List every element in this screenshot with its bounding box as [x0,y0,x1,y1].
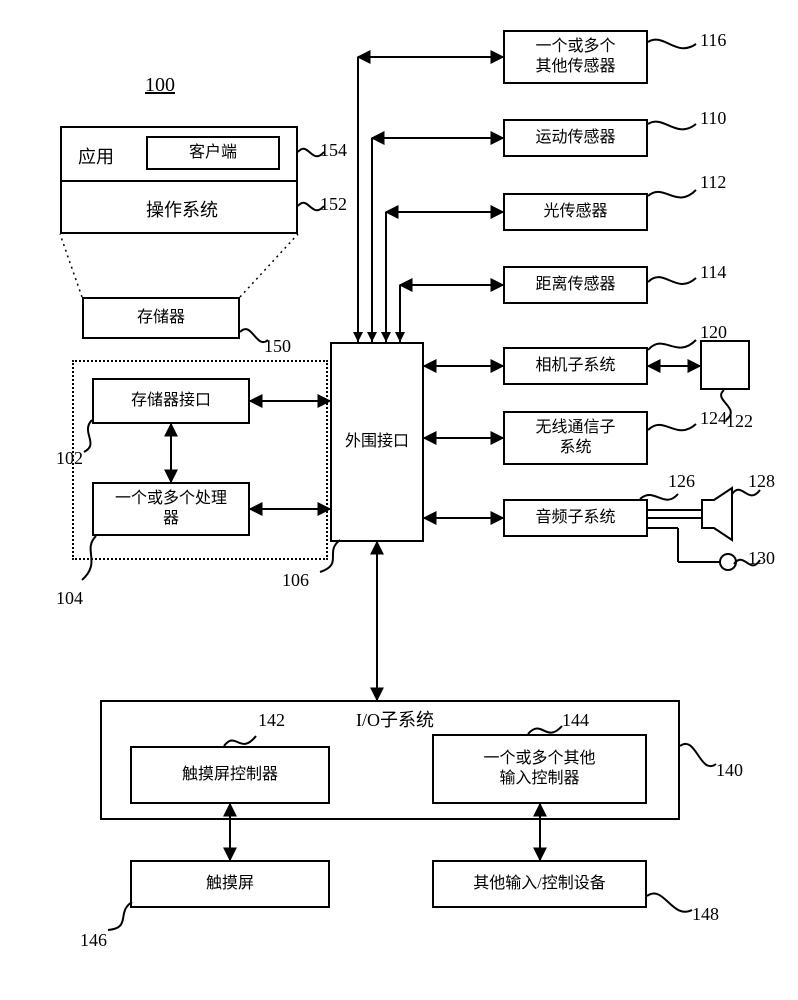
motion-sensor-box: 运动传感器 [503,119,648,157]
camera-sub-label: 相机子系统 [535,356,615,376]
motion-sensor-label: 运动传感器 [535,128,615,148]
wireless-sub-box: 无线通信子 系统 [503,411,648,465]
ref-106: 106 [282,570,309,591]
ref-124: 124 [700,408,727,429]
processors-label: 一个或多个处理 器 [115,489,227,529]
camera-ext-box [700,340,750,390]
other-input-dev-box: 其他输入/控制设备 [432,860,647,908]
other-sensors-box: 一个或多个 其他传感器 [503,30,648,84]
memory-label: 存储器 [137,308,185,328]
io-sub-title: I/O子系统 [356,706,434,732]
light-sensor-box: 光传感器 [503,193,648,231]
ref-102: 102 [56,448,83,469]
processors-box: 一个或多个处理 器 [92,482,250,536]
light-sensor-label: 光传感器 [543,202,607,222]
touchscreen-box: 触摸屏 [130,860,330,908]
app-label: 应用 [78,143,114,169]
other-input-dev-label: 其他输入/控制设备 [473,874,605,894]
ref-140: 140 [716,760,743,781]
ref-146: 146 [80,930,107,951]
ref-122: 122 [726,411,753,432]
other-input-ctrl-box: 一个或多个其他 输入控制器 [432,734,647,804]
ref-112: 112 [700,172,726,193]
ref-154: 154 [320,140,347,161]
touchscreen-label: 触摸屏 [206,874,254,894]
peripheral-iface-box: 外围接口 [330,342,424,542]
ref-128: 128 [748,471,775,492]
other-input-ctrl-label: 一个或多个其他 输入控制器 [483,749,595,789]
ref-150: 150 [264,336,291,357]
ref-144: 144 [562,710,589,731]
ref-152: 152 [320,194,347,215]
touch-ctrl-label: 触摸屏控制器 [182,765,278,785]
ref-130: 130 [748,548,775,569]
memory-iface-label: 存储器接口 [131,391,211,411]
audio-sub-box: 音频子系统 [503,499,648,537]
ref-110: 110 [700,108,726,129]
other-sensors-label: 一个或多个 其他传感器 [535,37,615,77]
memory-iface-box: 存储器接口 [92,378,250,424]
ref-148: 148 [692,904,719,925]
ref-116: 116 [700,30,726,51]
figure-number-label: 100 [145,74,175,97]
ref-120: 120 [700,322,727,343]
ref-142: 142 [258,710,285,731]
client-box: 客户端 [146,136,280,170]
ref-126: 126 [668,471,695,492]
os-label: 操作系统 [146,196,218,222]
touch-ctrl-box: 触摸屏控制器 [130,746,330,804]
client-label: 客户端 [189,143,237,163]
distance-sensor-box: 距离传感器 [503,266,648,304]
peripheral-iface-label: 外围接口 [345,432,409,452]
camera-sub-box: 相机子系统 [503,347,648,385]
audio-sub-label: 音频子系统 [535,508,615,528]
memory-box: 存储器 [82,297,240,339]
ref-104: 104 [56,588,83,609]
wireless-sub-label: 无线通信子 系统 [535,418,615,458]
distance-sensor-label: 距离传感器 [535,275,615,295]
ref-114: 114 [700,262,726,283]
